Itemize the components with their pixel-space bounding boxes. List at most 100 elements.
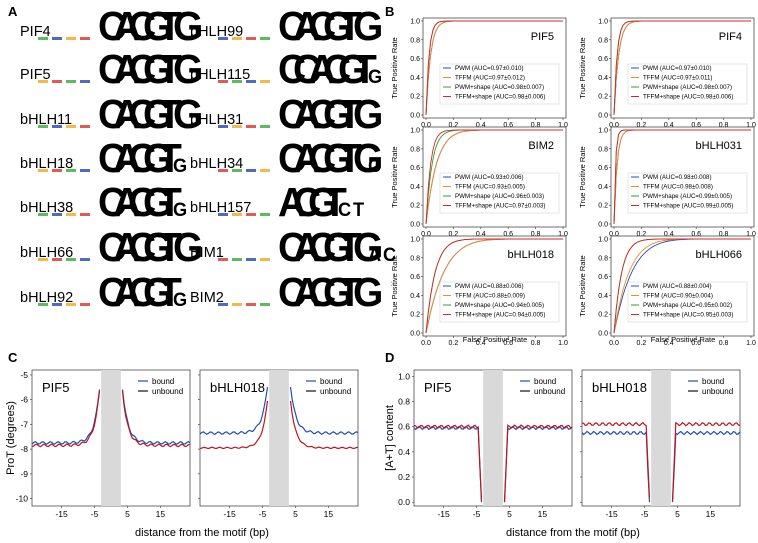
profile-legend-entry: bound (152, 377, 174, 386)
profile-curve-unbound (199, 400, 269, 450)
logo-flank-mark (66, 303, 76, 306)
logo-flank-mark (80, 125, 90, 128)
roc-curve-tffm-shape (613, 129, 751, 225)
logo-flank-mark (66, 125, 76, 128)
logo-letter-c: C (308, 92, 336, 137)
motif-name-bHLH34: bHLH34 (190, 156, 243, 172)
profile-x-tick-label: 5 (507, 509, 512, 519)
logo-letter-a: A (293, 136, 321, 181)
panel-b-roc-curves: True Positive Rate0.00.00.20.20.40.40.60… (390, 17, 756, 347)
profile-curve-unbound (289, 400, 359, 450)
profile-y-tick-label: 0.2 (398, 472, 410, 482)
roc-x-tick-label: 1.0 (746, 340, 756, 347)
logo-letter-c: C (308, 136, 336, 181)
roc-frame-bHLH018 (422, 235, 567, 337)
profile-x-tick-label: -15 (605, 509, 618, 519)
panel-label-d: D (385, 350, 394, 365)
roc-x-tick-label: 1.0 (558, 231, 568, 238)
logo-flank-mark (246, 169, 256, 172)
logo-letter-a: A (113, 270, 141, 315)
roc-legend-box (439, 172, 560, 214)
roc-y-tick-label: 1.0 (598, 128, 608, 135)
logo-letter-t: T (338, 92, 362, 137)
logo-letter-a: A (113, 47, 141, 92)
profile-x-tick-label: -15 (55, 509, 68, 519)
roc-legend-entry: TFFM+shape (AUC=0.97±0.003) (455, 203, 545, 210)
logo-flank-mark (38, 213, 48, 216)
roc-legend-entry: PWM (AUC=0.88±0.006) (455, 283, 524, 290)
profile-x-tick-label: 15 (538, 509, 548, 519)
logo-flank-mark (52, 125, 62, 128)
profile-curve-unbound (503, 424, 573, 503)
profile-curve-bound (31, 389, 101, 445)
roc-y-tick-label: 0.8 (410, 37, 420, 44)
roc-legend-entry: TFFM (AUC=0.90±0.004) (643, 293, 713, 300)
profile-y-tick-label: -5 (20, 370, 28, 380)
logo-letter-c: C (98, 4, 126, 49)
profile-y-tick-label: 1.0 (398, 371, 410, 381)
logo-letter-c: C (128, 270, 156, 315)
profile-y-tick-label: -7 (20, 419, 28, 429)
logo-letter-c: C (308, 4, 336, 49)
profile-y-tick-label: 0.0 (398, 497, 410, 507)
motif-name-PIF4: PIF4 (20, 24, 51, 40)
roc-title-BIM2: BIM2 (528, 140, 554, 152)
logo-letter-g: G (143, 47, 173, 92)
logo-flank-mark (260, 80, 270, 83)
motif-name-bHLH18: bHLH18 (20, 156, 73, 172)
motif-name-bHLH92: bHLH92 (20, 290, 73, 306)
profile-y-tick-label: 0.6 (398, 422, 410, 432)
logo-letter-c: C (368, 155, 381, 177)
logo-letter-t: T (338, 225, 362, 270)
roc-y-tick-label: 0.6 (410, 165, 420, 172)
roc-x-tick-label: 0.8 (531, 340, 541, 347)
roc-x-tick-label: 0.4 (476, 340, 486, 347)
logo-letter-g: G (353, 92, 383, 137)
roc-frame-bHLH031 (610, 126, 755, 228)
panel-label-a: A (8, 4, 18, 19)
roc-title-PIF5: PIF5 (531, 31, 554, 43)
motif-name-bHLH38: bHLH38 (20, 200, 73, 216)
logo-flank-mark (232, 258, 242, 261)
roc-x-tick-label: 0.0 (609, 340, 619, 347)
logo-letter-c: C (293, 180, 321, 225)
roc-y-tick-label: 1.0 (598, 237, 608, 244)
roc-y-tick-label: 1.0 (598, 19, 608, 26)
logo-letter-a: A (278, 180, 306, 225)
logo-letter-c: C (128, 136, 156, 181)
logo-letter-t: T (338, 136, 362, 181)
roc-y-tick-label: 0.0 (410, 331, 420, 338)
logo-flank-mark (232, 80, 242, 83)
logo-letter-g: G (353, 225, 383, 270)
logo-letter-g: G (143, 180, 173, 225)
logo-letter-a: A (293, 4, 321, 49)
profile-curve-bound (289, 387, 359, 436)
roc-legend-entry: PWM (AUC=0.93±0.006) (455, 174, 524, 181)
motif-name-PIF5: PIF5 (20, 67, 51, 83)
logo-letter-a: A (113, 136, 141, 181)
logo-flank-mark (246, 125, 256, 128)
profile-x-tick-label: -5 (91, 509, 99, 519)
logo-letter-g: G (338, 47, 368, 92)
roc-x-tick-label: 0.2 (449, 340, 459, 347)
profile-title: PIF5 (42, 380, 69, 395)
roc-y-tick-label: 0.0 (410, 222, 420, 229)
logo-letter-g: G (173, 92, 203, 137)
logo-letter-g: G (173, 199, 187, 221)
logo-flank-mark (66, 213, 76, 216)
logo-flank-mark (218, 258, 228, 261)
profile-legend-entry: bound (534, 377, 556, 386)
logo-letter-c: C (128, 180, 156, 225)
profile-curve-bound (503, 425, 573, 503)
logo-flank-mark (80, 169, 90, 172)
logo-flank-mark (66, 37, 76, 40)
logo-letter-c: C (128, 225, 156, 270)
logo-letter-a: A (293, 225, 321, 270)
profile-y-tick-label: 0.8 (398, 396, 410, 406)
logo-flank-mark (66, 258, 76, 261)
roc-x-tick-label: 0.2 (637, 122, 647, 129)
roc-x-tick-label: 0.8 (719, 122, 729, 129)
roc-x-tick-label: 0.8 (719, 340, 729, 347)
logo-letter-c: C (128, 4, 156, 49)
